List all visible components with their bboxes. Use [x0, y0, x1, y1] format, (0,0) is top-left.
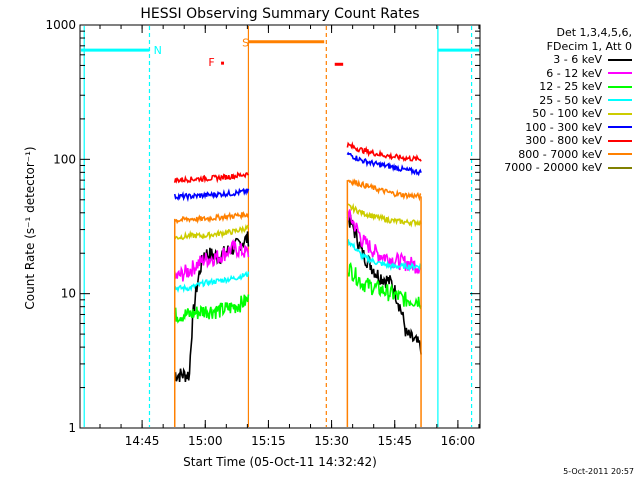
legend-entry-swatch	[608, 99, 632, 102]
series-line	[346, 202, 422, 228]
series-line	[173, 238, 250, 282]
x-tick-label: 15:45	[377, 434, 412, 448]
flag-label: F	[208, 56, 214, 69]
x-tick-label: 15:30	[314, 434, 349, 448]
series-line	[173, 223, 250, 241]
legend-entry-label: 50 - 100 keV	[532, 107, 602, 120]
legend-entries: 3 - 6 keV 6 - 12 keV 12 - 25 keV 25 - 50 ke…	[486, 53, 632, 175]
legend-entry-swatch	[608, 139, 632, 142]
series-line	[173, 294, 250, 324]
series-line	[346, 239, 422, 272]
legend-entry-label: 12 - 25 keV	[539, 80, 602, 93]
series-line	[347, 261, 422, 310]
legend-header-line-2: FDecim 1, Att 0	[546, 39, 632, 53]
legend-entry: 50 - 100 keV	[486, 107, 632, 121]
x-tick-label: 14:45	[125, 434, 160, 448]
legend-entry-swatch	[608, 166, 632, 169]
y-tick-label: 10	[61, 287, 76, 301]
legend-entry-swatch	[608, 72, 632, 75]
series-line	[173, 187, 250, 203]
series-line	[174, 211, 250, 225]
legend-entry-swatch	[608, 153, 632, 156]
legend-entry: 12 - 25 keV	[486, 80, 632, 94]
y-axis-label: Count Rate (s⁻¹ detector⁻¹)	[23, 146, 37, 309]
legend-entry-label: 6 - 12 keV	[546, 66, 602, 80]
y-tick-label: 1	[68, 421, 76, 435]
legend-entry-label: 800 - 7000 keV	[518, 147, 602, 161]
y-axis: 1 10 100 1000	[45, 18, 480, 435]
x-axis: 14:45 15:00 15:15 15:30 15:45 16:00	[99, 25, 480, 448]
legend-entry: 6 - 12 keV	[486, 67, 632, 81]
series-line	[346, 151, 422, 177]
series-line	[173, 270, 250, 294]
series-line	[174, 231, 250, 382]
chart-title: HESSI Observing Summary Count Rates	[140, 6, 419, 22]
flag-label: S	[242, 37, 249, 50]
legend-entry: 800 - 7000 keV	[486, 148, 632, 162]
y-tick-label: 1000	[45, 18, 76, 32]
series-line	[173, 171, 249, 184]
series-line	[346, 141, 422, 163]
plot-frame	[79, 24, 481, 429]
x-axis-label: Start Time (05-Oct-11 14:32:42)	[183, 455, 377, 469]
x-tick-label: 15:15	[251, 434, 286, 448]
legend-entry-swatch	[608, 112, 632, 115]
legend: Det 1,3,4,5,6, FDecim 1, Att 0 3 - 6 keV…	[486, 26, 632, 175]
legend-entry-swatch	[608, 85, 632, 88]
legend-entry-label: 300 - 800 keV	[525, 134, 602, 147]
legend-entry-label: 25 - 50 keV	[539, 93, 602, 107]
legend-entry-swatch	[608, 58, 632, 61]
series-line	[346, 209, 422, 275]
legend-header-line-1: Det 1,3,4,5,6,	[556, 26, 632, 39]
y-tick-label: 100	[53, 152, 76, 166]
legend-entry-label: 3 - 6 keV	[553, 53, 602, 66]
legend-entry: 25 - 50 keV	[486, 94, 632, 108]
x-tick-label: 15:00	[188, 434, 223, 448]
x-tick-label: 16:00	[441, 434, 476, 448]
flag-label: N	[154, 44, 162, 57]
legend-entry: 300 - 800 keV	[486, 134, 632, 148]
legend-entry-label: 100 - 300 keV	[525, 120, 602, 134]
series-line	[346, 213, 422, 355]
legend-entry: 100 - 300 keV	[486, 121, 632, 135]
legend-entry-swatch	[608, 126, 632, 129]
legend-entry: 3 - 6 keV	[486, 53, 632, 67]
series-line	[346, 178, 422, 202]
legend-entry: 7000 - 20000 keV	[486, 161, 632, 175]
footer-timestamp: 5-Oct-2011 20:57	[563, 467, 634, 476]
legend-entry-label: 7000 - 20000 keV	[504, 161, 602, 174]
plot-area: N S F	[79, 24, 481, 429]
